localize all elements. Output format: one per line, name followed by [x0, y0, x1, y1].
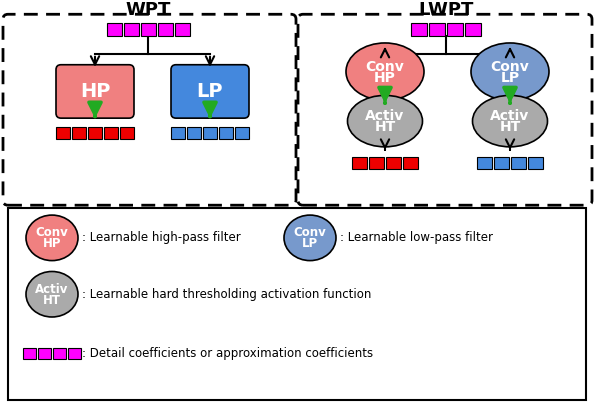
Text: Conv: Conv [491, 60, 529, 74]
Ellipse shape [347, 95, 423, 147]
Text: : Learnable high-pass filter: : Learnable high-pass filter [82, 231, 241, 244]
FancyBboxPatch shape [175, 23, 190, 35]
Text: WPT: WPT [125, 1, 170, 19]
Ellipse shape [284, 215, 336, 261]
Text: LP: LP [501, 71, 520, 84]
FancyBboxPatch shape [123, 23, 138, 35]
FancyBboxPatch shape [107, 23, 122, 35]
Text: Activ: Activ [491, 109, 530, 123]
Text: HP: HP [374, 71, 396, 84]
FancyBboxPatch shape [203, 127, 217, 139]
Ellipse shape [473, 95, 548, 147]
FancyBboxPatch shape [38, 348, 51, 359]
Ellipse shape [471, 43, 549, 100]
Text: HT: HT [374, 120, 396, 134]
FancyBboxPatch shape [477, 157, 492, 169]
Text: HT: HT [499, 120, 521, 134]
Text: Activ: Activ [35, 283, 69, 296]
FancyBboxPatch shape [3, 14, 296, 205]
FancyBboxPatch shape [511, 157, 526, 169]
FancyBboxPatch shape [411, 23, 427, 35]
FancyBboxPatch shape [447, 23, 463, 35]
Text: HP: HP [43, 237, 61, 250]
FancyBboxPatch shape [369, 157, 384, 169]
FancyBboxPatch shape [171, 65, 249, 118]
Text: HP: HP [80, 82, 110, 101]
FancyBboxPatch shape [403, 157, 418, 169]
Ellipse shape [346, 43, 424, 100]
Text: Conv: Conv [365, 60, 404, 74]
Ellipse shape [26, 271, 78, 317]
Text: Conv: Conv [294, 226, 327, 239]
Text: : Learnable low-pass filter: : Learnable low-pass filter [340, 231, 493, 244]
FancyBboxPatch shape [8, 208, 586, 400]
FancyBboxPatch shape [72, 127, 86, 139]
Text: : Learnable hard thresholding activation function: : Learnable hard thresholding activation… [82, 288, 371, 301]
FancyBboxPatch shape [219, 127, 233, 139]
FancyBboxPatch shape [88, 127, 102, 139]
FancyBboxPatch shape [235, 127, 249, 139]
Text: : Detail coefficients or approximation coefficients: : Detail coefficients or approximation c… [82, 347, 373, 360]
FancyBboxPatch shape [494, 157, 509, 169]
Text: Conv: Conv [36, 226, 69, 239]
FancyBboxPatch shape [187, 127, 201, 139]
FancyBboxPatch shape [298, 14, 592, 205]
FancyBboxPatch shape [56, 65, 134, 118]
Text: LP: LP [302, 237, 318, 250]
FancyBboxPatch shape [68, 348, 81, 359]
FancyBboxPatch shape [23, 348, 36, 359]
Ellipse shape [26, 215, 78, 261]
Text: Activ: Activ [365, 109, 405, 123]
FancyBboxPatch shape [171, 127, 185, 139]
FancyBboxPatch shape [352, 157, 367, 169]
Text: LWPT: LWPT [418, 1, 474, 19]
FancyBboxPatch shape [120, 127, 134, 139]
Text: HT: HT [43, 294, 61, 307]
FancyBboxPatch shape [56, 127, 70, 139]
FancyBboxPatch shape [157, 23, 172, 35]
FancyBboxPatch shape [429, 23, 445, 35]
FancyBboxPatch shape [104, 127, 118, 139]
FancyBboxPatch shape [528, 157, 543, 169]
Text: LP: LP [197, 82, 224, 101]
FancyBboxPatch shape [465, 23, 481, 35]
FancyBboxPatch shape [141, 23, 156, 35]
FancyBboxPatch shape [386, 157, 401, 169]
FancyBboxPatch shape [53, 348, 66, 359]
